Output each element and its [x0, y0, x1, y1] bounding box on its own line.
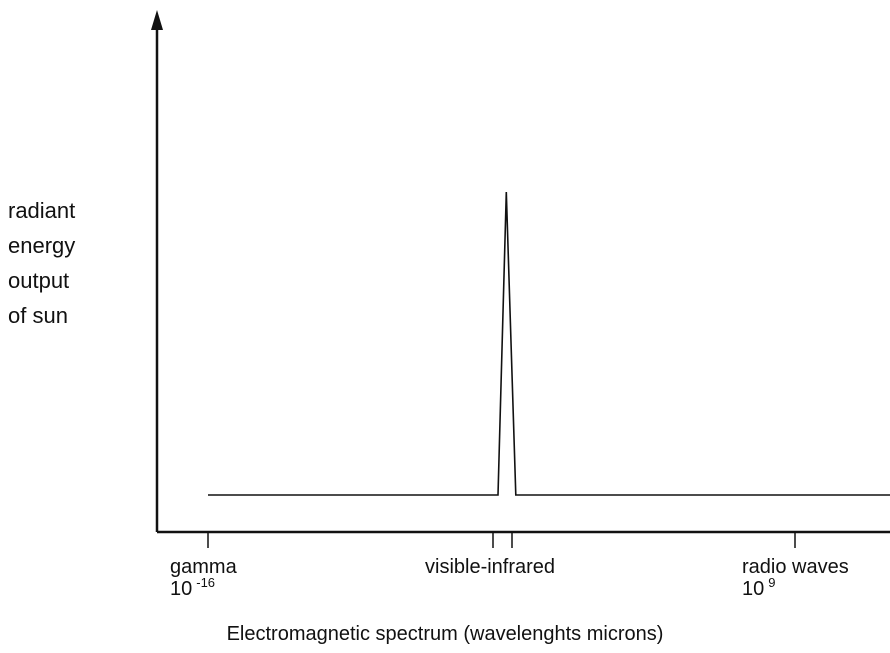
x-ticks	[207, 532, 796, 548]
y-label-line-1: radiant	[8, 198, 76, 223]
y-label-line-3: output	[8, 268, 70, 293]
tick-radio-power: 9	[768, 575, 776, 590]
tick-label-radio-waves: radio waves 10 9	[742, 556, 849, 602]
tick-radio-value: 10 9	[742, 575, 849, 602]
y-label-line-4: of sun	[8, 303, 68, 328]
tick-radio-base: 10	[742, 578, 765, 600]
series-line	[208, 191, 890, 496]
tick-gamma-name: gamma	[170, 556, 237, 578]
tick-gamma-value: 10 -16	[170, 575, 237, 602]
y-label-line-2: energy	[8, 233, 76, 258]
tick-gamma-power: -16	[196, 575, 216, 590]
x-axis-label: Electromagnetic spectrum (wavelenghts mi…	[226, 623, 664, 645]
tick-label-gamma: gamma 10 -16	[170, 556, 237, 602]
tick-visible-name: visible-infrared	[425, 556, 556, 578]
tick-radio-name: radio waves	[742, 556, 849, 578]
tick-gamma-base: 10	[170, 578, 193, 600]
y-axis-arrow	[151, 10, 163, 30]
y-axis-label: radiant energy output of sun	[8, 193, 148, 333]
tick-label-visible-infrared: visible-infrared	[425, 556, 555, 578]
